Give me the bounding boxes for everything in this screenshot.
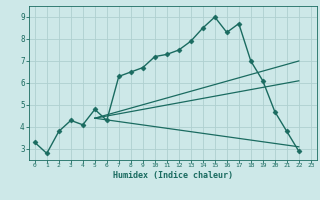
X-axis label: Humidex (Indice chaleur): Humidex (Indice chaleur) — [113, 171, 233, 180]
